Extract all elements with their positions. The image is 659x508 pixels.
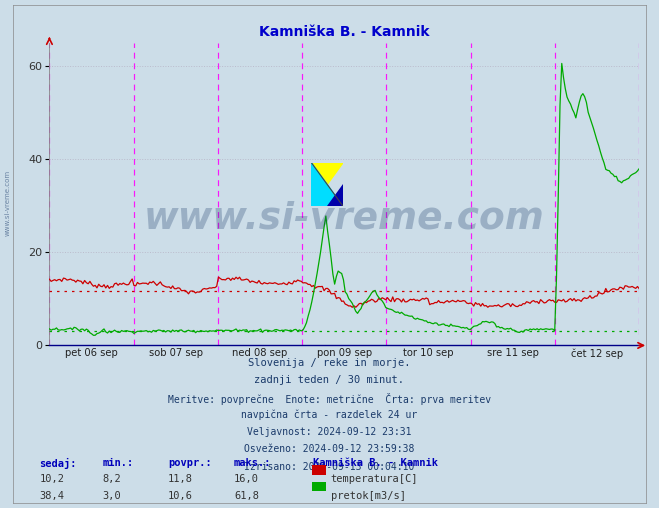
Text: navpična črta - razdelek 24 ur: navpična črta - razdelek 24 ur <box>241 410 418 421</box>
Text: Meritve: povprečne  Enote: metrične  Črta: prva meritev: Meritve: povprečne Enote: metrične Črta:… <box>168 393 491 405</box>
Text: 10,2: 10,2 <box>40 474 65 485</box>
Text: 16,0: 16,0 <box>234 474 259 485</box>
Text: 38,4: 38,4 <box>40 491 65 501</box>
Text: Veljavnost: 2024-09-12 23:31: Veljavnost: 2024-09-12 23:31 <box>247 427 412 437</box>
Text: pretok[m3/s]: pretok[m3/s] <box>331 491 406 501</box>
Text: povpr.:: povpr.: <box>168 458 212 468</box>
Text: sedaj:: sedaj: <box>40 458 77 469</box>
Text: min.:: min.: <box>102 458 133 468</box>
Text: maks.:: maks.: <box>234 458 272 468</box>
Text: Izrisano: 2024-09-13 00:04:10: Izrisano: 2024-09-13 00:04:10 <box>244 462 415 472</box>
Text: 11,8: 11,8 <box>168 474 193 485</box>
Text: zadnji teden / 30 minut.: zadnji teden / 30 minut. <box>254 375 405 386</box>
Title: Kamniška B. - Kamnik: Kamniška B. - Kamnik <box>259 25 430 39</box>
Text: 10,6: 10,6 <box>168 491 193 501</box>
Text: 8,2: 8,2 <box>102 474 121 485</box>
Text: 61,8: 61,8 <box>234 491 259 501</box>
Text: Kamniška B. - Kamnik: Kamniška B. - Kamnik <box>313 458 438 468</box>
Text: Slovenija / reke in morje.: Slovenija / reke in morje. <box>248 358 411 368</box>
Text: 3,0: 3,0 <box>102 491 121 501</box>
Text: www.si-vreme.com: www.si-vreme.com <box>144 201 545 237</box>
Text: www.si-vreme.com: www.si-vreme.com <box>5 170 11 236</box>
Text: temperatura[C]: temperatura[C] <box>331 474 418 485</box>
Text: Osveženo: 2024-09-12 23:59:38: Osveženo: 2024-09-12 23:59:38 <box>244 444 415 455</box>
